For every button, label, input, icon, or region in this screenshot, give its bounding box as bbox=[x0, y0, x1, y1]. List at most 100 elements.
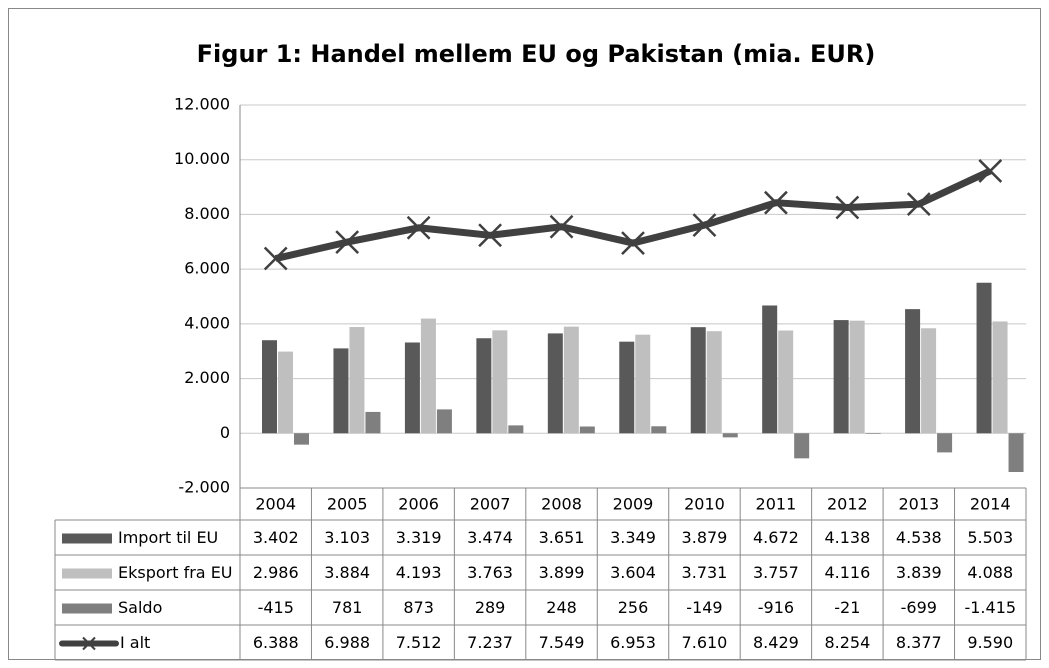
bar bbox=[762, 305, 778, 434]
table-value: -916 bbox=[758, 598, 794, 617]
bar bbox=[262, 340, 277, 434]
bar bbox=[706, 331, 722, 434]
x-tick-label: 2008 bbox=[541, 495, 582, 514]
x-tick-label: 2007 bbox=[470, 495, 511, 514]
bar bbox=[492, 330, 508, 434]
table-value: 3.879 bbox=[682, 528, 728, 547]
table-value: -415 bbox=[258, 598, 294, 617]
bar bbox=[294, 433, 309, 445]
bar bbox=[778, 330, 794, 434]
bar bbox=[921, 328, 937, 434]
table-value: 6.988 bbox=[324, 633, 370, 652]
x-tick-label: 2009 bbox=[613, 495, 654, 514]
bar bbox=[937, 433, 953, 453]
table-value: 8.429 bbox=[753, 633, 799, 652]
table-value: 781 bbox=[332, 598, 363, 617]
bar bbox=[563, 326, 579, 434]
bar bbox=[849, 320, 865, 434]
bar bbox=[833, 320, 849, 434]
line-marker bbox=[835, 195, 860, 220]
line-marker bbox=[764, 190, 788, 215]
chart-title: Figur 1: Handel mellem EU og Pakistan (m… bbox=[197, 40, 876, 68]
legend-label: Import til EU bbox=[118, 528, 218, 547]
bar bbox=[1008, 433, 1024, 472]
table-value: 8.377 bbox=[896, 633, 942, 652]
line-marker bbox=[335, 230, 360, 254]
table-value: 8.254 bbox=[824, 633, 870, 652]
y-tick-label: 10.000 bbox=[174, 149, 230, 168]
table-value: 5.503 bbox=[967, 528, 1013, 547]
x-tick-label: 2010 bbox=[684, 495, 725, 514]
legend-key bbox=[62, 568, 112, 579]
line-marker bbox=[263, 246, 288, 271]
x-tick-label: 2012 bbox=[827, 495, 868, 514]
bar bbox=[619, 341, 635, 434]
table-value: 7.549 bbox=[539, 633, 585, 652]
bar bbox=[476, 338, 492, 434]
bar bbox=[976, 282, 992, 434]
table-value: -149 bbox=[686, 598, 722, 617]
table-value: -21 bbox=[834, 598, 860, 617]
x-tick-label: 2013 bbox=[898, 495, 939, 514]
table-value: 3.757 bbox=[753, 563, 799, 582]
bar bbox=[579, 426, 595, 434]
table-value: 3.899 bbox=[539, 563, 585, 582]
bar bbox=[635, 334, 651, 434]
bar bbox=[420, 318, 436, 434]
bar bbox=[690, 327, 706, 434]
table-value: 6.388 bbox=[253, 633, 299, 652]
table-value: 873 bbox=[403, 598, 434, 617]
y-tick-label: 6.000 bbox=[184, 259, 230, 278]
line-marker bbox=[906, 192, 931, 216]
table-value: 4.672 bbox=[753, 528, 799, 547]
table-value: -699 bbox=[901, 598, 937, 617]
table-value: 9.590 bbox=[967, 633, 1013, 652]
legend-key-marker bbox=[82, 636, 96, 651]
table-value: 4.116 bbox=[824, 563, 870, 582]
x-tick-label: 2005 bbox=[327, 495, 368, 514]
table-value: 3.349 bbox=[610, 528, 656, 547]
y-tick-label: 12.000 bbox=[174, 95, 230, 114]
bar bbox=[333, 348, 349, 434]
bar bbox=[722, 433, 738, 438]
bar bbox=[365, 411, 381, 434]
table-value: 7.237 bbox=[467, 633, 513, 652]
table-value: 3.839 bbox=[896, 563, 942, 582]
table-value: 4.088 bbox=[967, 563, 1013, 582]
table-value: 248 bbox=[546, 598, 577, 617]
table-value: 7.512 bbox=[396, 633, 442, 652]
table-value: 289 bbox=[475, 598, 506, 617]
table-value: 4.193 bbox=[396, 563, 442, 582]
table-value: 2.986 bbox=[253, 563, 299, 582]
line-marker bbox=[406, 215, 431, 240]
y-tick-label: 2.000 bbox=[184, 368, 230, 387]
chart-frame bbox=[8, 8, 1041, 660]
bar bbox=[349, 327, 365, 434]
legend-label: Saldo bbox=[118, 598, 162, 617]
table-value: 3.731 bbox=[682, 563, 728, 582]
table-value: 256 bbox=[618, 598, 649, 617]
line-marker bbox=[621, 231, 645, 255]
table-value: 3.319 bbox=[396, 528, 442, 547]
bar bbox=[404, 342, 420, 434]
bar bbox=[905, 309, 921, 434]
table-value: 3.103 bbox=[324, 528, 370, 547]
bar bbox=[651, 426, 667, 434]
x-tick-label: 2011 bbox=[756, 495, 797, 514]
table-value: 6.953 bbox=[610, 633, 656, 652]
line-marker bbox=[549, 214, 574, 239]
legend-label: I alt bbox=[120, 633, 150, 652]
legend-label: Eksport fra EU bbox=[118, 563, 233, 582]
y-tick-label: 0 bbox=[220, 423, 230, 442]
table-value: 3.474 bbox=[467, 528, 513, 547]
x-tick-label: 2014 bbox=[970, 495, 1011, 514]
bar bbox=[278, 351, 293, 434]
bar bbox=[794, 433, 810, 459]
line-marker bbox=[478, 223, 502, 248]
bar bbox=[992, 321, 1008, 434]
x-tick-label: 2004 bbox=[255, 495, 296, 514]
table-value: 3.604 bbox=[610, 563, 656, 582]
table-value: -1.415 bbox=[964, 598, 1016, 617]
x-tick-label: 2006 bbox=[398, 495, 439, 514]
